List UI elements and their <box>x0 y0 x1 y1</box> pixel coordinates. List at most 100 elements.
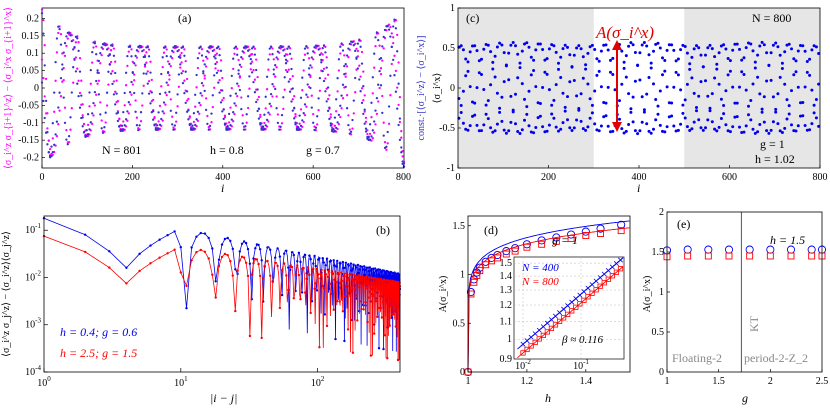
panel-b-point <box>375 278 378 281</box>
panel-a-point <box>294 115 297 118</box>
panel-c-point <box>656 104 660 108</box>
panel-a-point <box>61 68 64 71</box>
panel-a-point <box>158 104 162 108</box>
panel-c-point <box>525 41 529 45</box>
panel-c-xtick-label: 600 <box>722 172 737 183</box>
panel-e-point-circle <box>745 245 754 254</box>
panel-c-point <box>661 73 664 77</box>
panel-b-point <box>377 347 381 350</box>
panel-a-point <box>202 59 205 62</box>
panel-b-point <box>211 247 214 250</box>
panel-a-point <box>287 68 290 71</box>
panel-b-point <box>323 269 327 272</box>
panel-a-point <box>58 27 61 31</box>
panel-a-point <box>72 48 75 51</box>
panel-a-point <box>131 60 134 64</box>
panel-a-point <box>347 114 350 117</box>
panel-a-point <box>85 135 88 138</box>
panel-c-point <box>652 127 655 131</box>
panel-a-point <box>158 123 162 126</box>
panel-b-point <box>285 249 288 252</box>
panel-c-point <box>722 43 726 47</box>
panel-a-point <box>44 99 48 103</box>
panel-a-point <box>364 120 368 123</box>
panel-a-point <box>276 121 280 125</box>
panel-e-point-circle <box>766 245 775 254</box>
panel-c-point <box>543 70 547 74</box>
panel-c-point <box>502 128 506 132</box>
panel-c-point <box>636 132 640 136</box>
panel-b-point <box>339 281 342 285</box>
panel-a-point <box>314 126 318 129</box>
panel-e-xlabel: g <box>742 391 748 405</box>
panel-a-point <box>146 82 149 85</box>
panel-d-inset-square-marker <box>532 339 538 346</box>
panel-b-point <box>214 280 217 283</box>
panel-a-point <box>76 67 79 70</box>
panel-a-point <box>401 155 404 158</box>
panel-a-point <box>179 63 182 66</box>
panel-c-point <box>464 57 468 61</box>
panel-c-point <box>588 97 592 101</box>
panel-a-point <box>307 67 311 70</box>
panel-d-point-square <box>597 230 604 238</box>
panel-b-point <box>250 273 253 276</box>
panel-c-point <box>679 88 683 92</box>
panel-c-arrowhead-top <box>612 40 622 50</box>
panel-c-point <box>796 49 800 53</box>
panel-c-point <box>640 43 644 47</box>
panel-c-point <box>713 76 717 80</box>
panel-b-point <box>280 293 284 297</box>
panel-a-point <box>115 92 118 95</box>
panel-a-point <box>363 122 366 125</box>
panel-a-point <box>210 46 213 49</box>
panel-a-point <box>309 86 312 90</box>
panel-a-point <box>177 85 181 88</box>
panel-c-point <box>461 89 465 93</box>
panel-c-point <box>719 44 723 48</box>
panel-a-point <box>326 73 330 76</box>
panel-a-point <box>252 45 255 48</box>
panel-a-point <box>278 46 281 49</box>
panel-a-point <box>104 44 107 47</box>
panel-a-ytick-label: -0.05 <box>18 100 39 111</box>
panel-a-point <box>80 79 83 82</box>
panel-a-point <box>65 128 68 132</box>
panel-a-point <box>175 120 178 123</box>
panel-b-point <box>260 336 263 340</box>
panel-a-point <box>217 69 220 72</box>
panel-a: 0 200 400 600 800-0.2-0.15-0.1-0.0500.050.10… <box>3 7 427 195</box>
panel-c-point <box>498 41 502 45</box>
panel-a-point <box>253 91 257 94</box>
panel-c-point <box>756 130 760 134</box>
panel-c-point <box>523 97 526 101</box>
panel-a-point <box>230 118 233 121</box>
panel-a-point <box>264 95 267 98</box>
panel-a-point <box>316 45 319 48</box>
panel-c-point <box>794 70 798 74</box>
panel-a-point <box>141 49 144 53</box>
panel-a-point <box>88 105 91 108</box>
panel-a-point <box>284 68 288 72</box>
panel-a-point <box>223 116 227 119</box>
panel-a-point <box>394 27 398 30</box>
panel-b-point <box>395 295 399 298</box>
panel-c-point <box>570 129 574 132</box>
panel-a-point <box>180 61 183 64</box>
panel-a-point <box>59 95 63 98</box>
panel-a-point <box>272 73 275 76</box>
panel-a-point <box>335 98 338 101</box>
panel-b-point <box>373 267 377 270</box>
panel-a-point <box>272 85 275 88</box>
panel-c-point <box>520 82 524 86</box>
panel-b-point <box>379 277 383 281</box>
panel-c-point <box>642 108 646 112</box>
panel-c-point <box>475 49 479 53</box>
panel-b-point <box>257 243 260 247</box>
panel-c-point <box>622 60 626 64</box>
panel-c-point <box>520 49 524 53</box>
panel-a-point <box>271 82 274 86</box>
panel-c-point <box>509 94 513 98</box>
panel-b-point <box>226 236 229 240</box>
panel-a-point <box>276 58 280 61</box>
